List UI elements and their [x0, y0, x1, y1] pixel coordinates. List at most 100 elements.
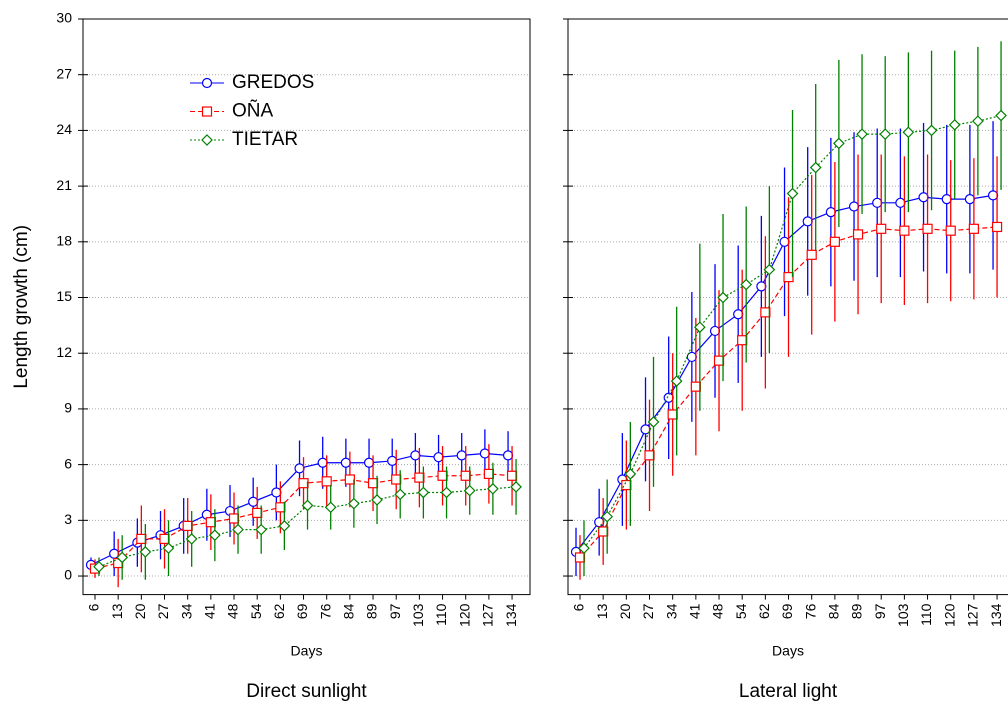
marker — [348, 497, 360, 510]
plot-frame — [567, 18, 1008, 596]
marker — [298, 478, 309, 489]
x-tick-label: 110 — [918, 603, 934, 626]
marker — [737, 335, 748, 346]
y-tick-label: 12 — [56, 344, 72, 360]
marker — [779, 236, 790, 247]
x-tick-label: 6 — [86, 603, 102, 611]
marker — [578, 542, 590, 555]
marker — [275, 502, 286, 513]
marker — [182, 520, 193, 531]
marker — [802, 216, 813, 227]
x-tick-label: 134 — [503, 603, 519, 627]
marker — [756, 281, 767, 292]
legend-marker — [201, 134, 213, 146]
x-tick-label: 120 — [941, 603, 957, 627]
marker — [902, 126, 915, 139]
legend-marker — [201, 77, 213, 89]
marker — [136, 533, 147, 544]
panel-title: Direct sunlight — [246, 681, 367, 702]
x-tick-label: 27 — [155, 603, 171, 619]
marker — [139, 546, 152, 558]
legend-label: OÑA — [232, 100, 274, 122]
y-tick-label: 21 — [56, 177, 72, 193]
x-tick-label: 48 — [710, 603, 726, 619]
marker — [185, 533, 198, 545]
marker — [391, 474, 402, 485]
marker — [709, 325, 721, 337]
y-tick-label: 27 — [56, 65, 72, 81]
marker — [483, 468, 494, 480]
x-tick-label: 69 — [779, 603, 795, 619]
y-tick-label: 9 — [64, 400, 72, 416]
marker — [925, 124, 938, 137]
marker — [833, 137, 845, 150]
marker — [922, 223, 933, 234]
series — [574, 154, 1003, 580]
x-tick-label: 20 — [617, 603, 633, 619]
marker — [574, 552, 586, 563]
marker — [690, 381, 701, 392]
marker — [228, 513, 240, 524]
marker — [945, 225, 956, 236]
marker — [440, 486, 453, 499]
marker — [670, 375, 683, 387]
marker — [740, 278, 753, 291]
marker — [394, 488, 407, 501]
x-tick-label: 127 — [965, 603, 981, 627]
marker — [621, 479, 632, 491]
x-tick-label: 62 — [271, 603, 287, 619]
marker — [252, 507, 263, 519]
marker — [255, 523, 268, 536]
marker — [760, 307, 771, 318]
marker — [918, 192, 929, 203]
x-tick-label: 103 — [895, 603, 911, 627]
marker — [829, 236, 840, 247]
marker — [717, 291, 729, 304]
x-tick-label: 62 — [756, 603, 772, 619]
x-tick-label: 110 — [433, 603, 449, 626]
legend-marker — [201, 106, 213, 117]
marker — [414, 472, 425, 483]
marker — [598, 526, 609, 537]
marker — [856, 128, 868, 140]
marker — [317, 457, 328, 468]
marker — [460, 470, 471, 481]
x-tick-label: 97 — [387, 603, 403, 619]
x-tick-label: 54 — [733, 603, 749, 619]
marker — [510, 481, 522, 493]
x-tick-label: 34 — [663, 603, 679, 619]
marker — [972, 115, 984, 127]
x-tick-label: 13 — [109, 603, 125, 619]
y-axis-label: Length growth (cm) — [11, 225, 32, 389]
marker — [93, 560, 105, 573]
marker — [783, 271, 794, 283]
marker — [387, 455, 398, 467]
x-tick-label: 76 — [802, 603, 818, 619]
marker — [437, 470, 448, 481]
x-tick-label: 103 — [410, 603, 426, 627]
y-tick-label: 30 — [56, 10, 72, 26]
x-axis-label: Days — [772, 643, 804, 659]
marker — [786, 187, 799, 200]
marker — [340, 457, 351, 468]
marker — [344, 474, 355, 485]
plot-frame — [82, 18, 531, 596]
legend-label: TIETAR — [232, 129, 298, 150]
legend-label: GREDOS — [232, 72, 314, 93]
marker — [968, 223, 979, 234]
marker — [159, 533, 170, 544]
marker — [806, 249, 817, 260]
x-tick-label: 34 — [178, 603, 194, 619]
marker — [433, 452, 444, 463]
marker — [995, 109, 1007, 122]
marker — [991, 221, 1003, 233]
marker — [852, 229, 864, 240]
marker — [502, 450, 514, 461]
marker — [162, 542, 175, 555]
marker — [713, 355, 725, 366]
x-tick-label: 134 — [988, 603, 1004, 627]
marker — [941, 194, 952, 205]
y-tick-label: 18 — [56, 233, 72, 249]
marker — [417, 486, 430, 499]
